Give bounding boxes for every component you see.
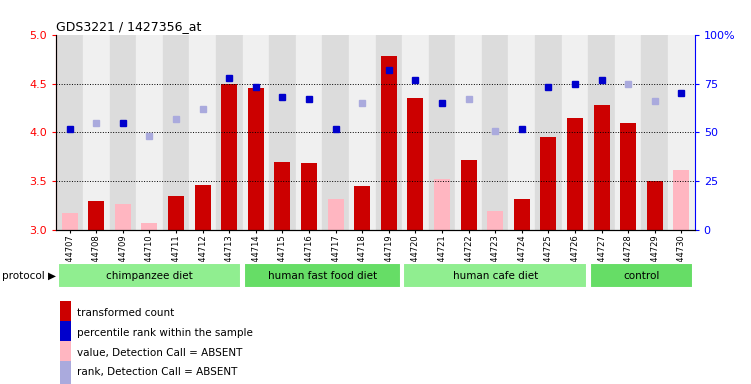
Bar: [402, 35, 429, 230]
Bar: [216, 35, 243, 230]
Bar: [567, 118, 583, 230]
Text: value, Detection Call = ABSENT: value, Detection Call = ABSENT: [77, 348, 243, 358]
Bar: [163, 35, 189, 230]
FancyBboxPatch shape: [403, 263, 587, 288]
Bar: [508, 35, 535, 230]
Bar: [647, 182, 663, 230]
Bar: [322, 35, 349, 230]
Bar: [588, 35, 615, 230]
Text: chimpanzee diet: chimpanzee diet: [106, 270, 193, 281]
Text: GDS3221 / 1427356_at: GDS3221 / 1427356_at: [56, 20, 202, 33]
Bar: [59, 301, 71, 324]
Bar: [354, 186, 370, 230]
Bar: [408, 98, 424, 230]
Bar: [349, 35, 376, 230]
Bar: [274, 162, 291, 230]
Bar: [641, 35, 668, 230]
Bar: [115, 204, 131, 230]
Bar: [296, 35, 322, 230]
Bar: [243, 35, 269, 230]
Bar: [482, 35, 508, 230]
Text: human fast food diet: human fast food diet: [268, 270, 377, 281]
Bar: [59, 341, 71, 364]
Bar: [381, 56, 397, 230]
Bar: [222, 84, 237, 230]
Bar: [59, 361, 71, 384]
Bar: [535, 35, 562, 230]
Bar: [460, 160, 477, 230]
Bar: [487, 211, 503, 230]
Text: protocol ▶: protocol ▶: [2, 270, 56, 281]
Text: percentile rank within the sample: percentile rank within the sample: [77, 328, 253, 338]
Bar: [110, 35, 136, 230]
Bar: [514, 199, 529, 230]
Bar: [56, 35, 83, 230]
Bar: [620, 123, 636, 230]
Bar: [434, 179, 450, 230]
Bar: [562, 35, 588, 230]
Bar: [593, 105, 610, 230]
Bar: [83, 35, 110, 230]
Bar: [674, 170, 689, 230]
Bar: [455, 35, 482, 230]
Bar: [136, 35, 163, 230]
Text: rank, Detection Call = ABSENT: rank, Detection Call = ABSENT: [77, 367, 238, 377]
Bar: [301, 163, 317, 230]
Text: human cafe diet: human cafe diet: [453, 270, 538, 281]
Bar: [89, 201, 104, 230]
Text: control: control: [623, 270, 659, 281]
Bar: [195, 185, 210, 230]
FancyBboxPatch shape: [58, 263, 241, 288]
Bar: [168, 196, 184, 230]
Bar: [62, 213, 77, 230]
Bar: [615, 35, 641, 230]
FancyBboxPatch shape: [244, 263, 401, 288]
Bar: [141, 223, 158, 230]
Bar: [376, 35, 402, 230]
Bar: [269, 35, 296, 230]
Bar: [429, 35, 455, 230]
Bar: [189, 35, 216, 230]
Text: transformed count: transformed count: [77, 308, 175, 318]
Bar: [59, 321, 71, 344]
FancyBboxPatch shape: [590, 263, 693, 288]
Bar: [248, 88, 264, 230]
Bar: [541, 137, 556, 230]
Bar: [668, 35, 695, 230]
Bar: [327, 199, 344, 230]
